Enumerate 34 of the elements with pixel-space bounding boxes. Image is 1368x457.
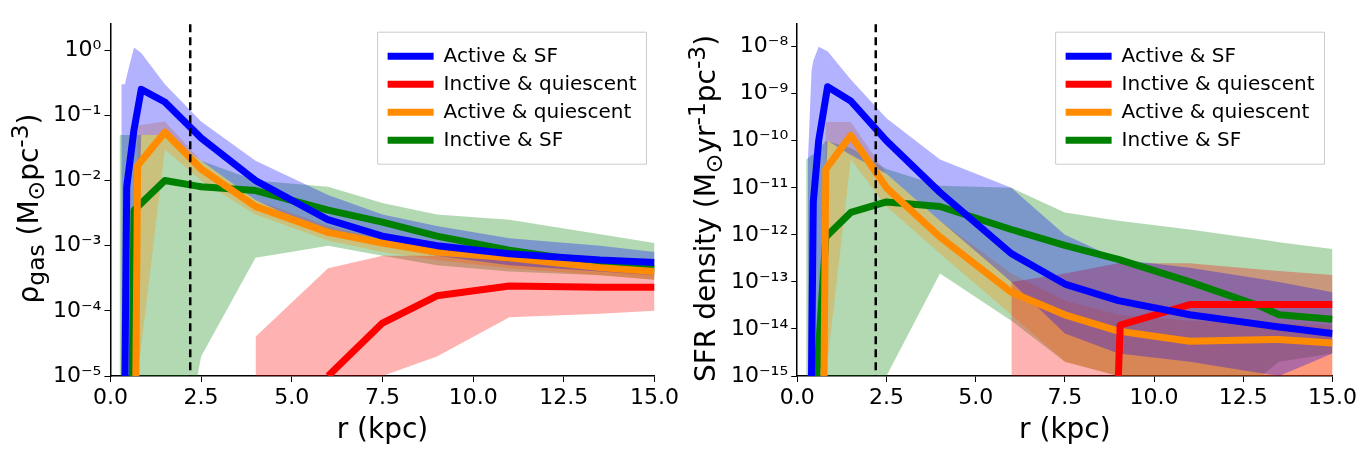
y-tick-label: 10⁻² bbox=[52, 166, 102, 192]
y-tick-label: 10⁻⁴ bbox=[52, 296, 102, 322]
legend-label: Inctive & SF bbox=[443, 127, 564, 152]
y-tick-label: 10⁻¹⁴ bbox=[731, 314, 789, 340]
x-tick-label: 15.0 bbox=[1308, 383, 1357, 409]
legend-label: Active & quiescent bbox=[1121, 99, 1310, 124]
x-tick-label: 2.5 bbox=[868, 383, 904, 409]
y-tick-label: 10⁻¹¹ bbox=[731, 173, 789, 199]
x-tick-label: 12.5 bbox=[539, 383, 589, 409]
y-tick-label: 10⁻¹ bbox=[52, 101, 102, 127]
legend-label: Active & quiescent bbox=[443, 99, 632, 124]
y-tick-label: 10⁰ bbox=[64, 35, 102, 61]
x-tick-label: 7.5 bbox=[364, 383, 400, 409]
legend-label: Inctive & SF bbox=[1121, 127, 1242, 152]
y-tick-label: 10⁻¹² bbox=[731, 220, 789, 246]
x-axis-title: r (kpc) bbox=[336, 412, 429, 446]
x-tick-label: 10.0 bbox=[1129, 383, 1179, 409]
x-axis-title: r (kpc) bbox=[1019, 412, 1111, 446]
x-tick-label: 12.5 bbox=[1218, 383, 1268, 409]
x-tick-label: 10.0 bbox=[448, 383, 498, 409]
legend-label: Active & SF bbox=[1121, 43, 1236, 68]
y-tick-label: 10⁻³ bbox=[52, 231, 102, 257]
legend-label: Active & SF bbox=[443, 43, 558, 68]
x-tick-label: 5.0 bbox=[274, 383, 310, 409]
y-tick-label: 10⁻⁹ bbox=[739, 79, 789, 105]
x-tick-label: 7.5 bbox=[1047, 383, 1083, 409]
x-tick-label: 2.5 bbox=[183, 383, 219, 409]
legend-label: Inctive & quiescent bbox=[443, 71, 637, 96]
legend-label: Inctive & quiescent bbox=[1121, 71, 1315, 96]
x-tick-label: 5.0 bbox=[958, 383, 994, 409]
x-tick-label: 15.0 bbox=[630, 383, 679, 409]
y-tick-label: 10⁻¹⁰ bbox=[731, 126, 789, 152]
y-tick-label: 10⁻¹³ bbox=[731, 267, 789, 293]
y-tick-label: 10⁻⁸ bbox=[739, 32, 789, 58]
